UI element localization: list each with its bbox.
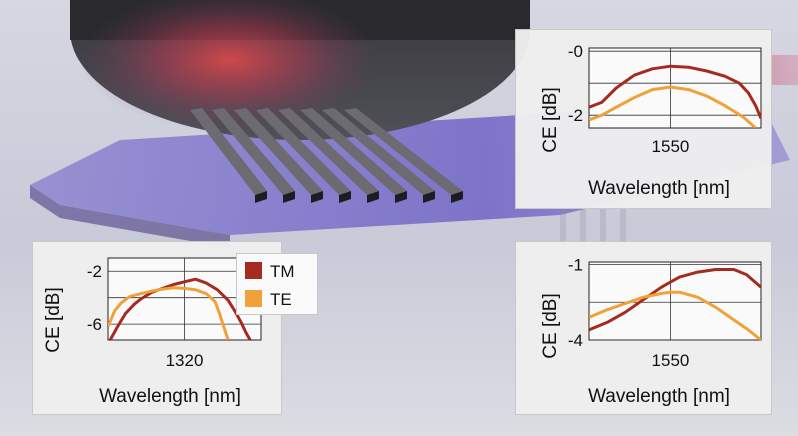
- chart-panel-top-right: CE [dB] Wavelength [nm] -0 -2 1550: [515, 29, 772, 209]
- y-axis-label: CE [dB]: [43, 287, 64, 352]
- grating-bar: [212, 108, 295, 195]
- grating-bar-end: [339, 191, 351, 203]
- x-axis-label: Wavelength [nm]: [588, 178, 730, 199]
- grating-bar-end: [255, 191, 267, 203]
- grating-bar: [278, 108, 379, 195]
- series-line-tm: [589, 64, 761, 119]
- x-tick-label: 1550: [652, 351, 690, 370]
- series-line-te: [589, 85, 757, 128]
- grating-bar: [300, 108, 407, 195]
- x-tick-label: 1550: [652, 137, 690, 156]
- legend-label-tm: TM: [270, 262, 295, 281]
- grating-bar-end: [311, 191, 323, 203]
- y-axis-label: CE [dB]: [540, 293, 561, 358]
- y-tick-label: -0: [568, 42, 583, 61]
- y-tick-label: -1: [568, 256, 583, 275]
- x-axis-label: Wavelength [nm]: [99, 386, 241, 407]
- y-axis-label: CE [dB]: [540, 87, 561, 152]
- lens-glow: [80, 0, 380, 130]
- series-line-te: [589, 290, 761, 340]
- grating-bar: [190, 108, 267, 195]
- grating-bar-end: [395, 191, 407, 203]
- y-tick-label: -2: [87, 262, 102, 281]
- grating-bar: [344, 108, 463, 195]
- plot-area: [588, 261, 762, 341]
- y-tick-label: -2: [568, 106, 583, 125]
- grating-bar-end: [451, 191, 463, 203]
- grating-bar-end: [423, 191, 435, 203]
- x-tick-label: 1320: [166, 351, 204, 370]
- x-axis-label: Wavelength [nm]: [588, 386, 730, 407]
- grating-bars: [190, 108, 463, 203]
- chart-bottom-left: CE [dB] Wavelength [nm] -2 -6 1320: [43, 257, 262, 407]
- grating-bar: [322, 108, 435, 195]
- legend-label-te: TE: [270, 290, 292, 309]
- y-tick-label: -4: [568, 331, 583, 350]
- grating-bar: [256, 108, 351, 195]
- grating-bar-end: [367, 191, 379, 203]
- legend: TM TE: [236, 253, 318, 315]
- grating-bar: [234, 108, 323, 195]
- legend-swatch-te: [245, 290, 262, 307]
- chart-top-right: CE [dB] Wavelength [nm] -0 -2 1550: [540, 42, 762, 199]
- chart-panel-bottom-right: CE [dB] Wavelength [nm] -1 -4 1550: [515, 241, 772, 415]
- chip-edge: [30, 185, 230, 248]
- series-line-te: [108, 286, 230, 340]
- reflection: [560, 184, 626, 250]
- chart-bottom-right: CE [dB] Wavelength [nm] -1 -4 1550: [540, 256, 762, 407]
- grating-bar-end: [283, 191, 295, 203]
- legend-swatch-tm: [245, 262, 262, 279]
- y-tick-label: -6: [87, 315, 102, 334]
- series-line-tm: [589, 268, 761, 332]
